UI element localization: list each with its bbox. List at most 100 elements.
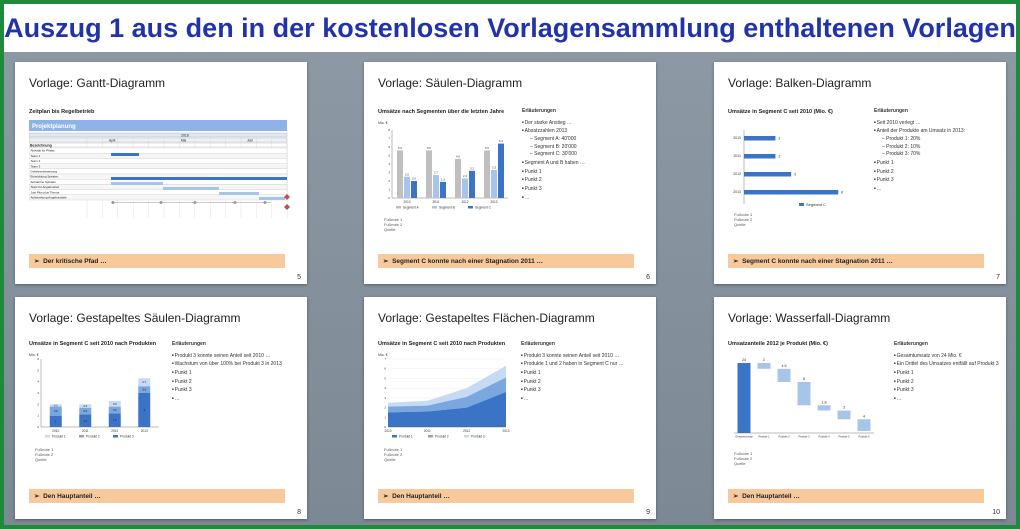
y-tick-label: 5 xyxy=(37,368,39,372)
legend-label: Produkt 1 xyxy=(399,435,413,439)
data-label: 1.2 xyxy=(113,418,117,422)
x-tick-label: Produkt 6 xyxy=(858,435,870,439)
y-tick-label: 7 xyxy=(384,357,386,361)
source-line: Quelle xyxy=(35,457,47,462)
data-label: 4 xyxy=(863,414,865,418)
x-tick-label: 2011 xyxy=(82,429,89,433)
chart-legend: Segment C xyxy=(794,202,826,207)
y-tick-label: 3 xyxy=(388,171,390,175)
bar xyxy=(797,381,811,406)
sources: Fußnote 1 Fußnote 2 Quelle xyxy=(384,217,402,232)
bar xyxy=(837,410,851,420)
explanations: Erläuterungen Produkt 3 konnte seinen An… xyxy=(521,341,624,404)
slide-title: Vorlage: Säulen-Diagramm xyxy=(378,76,523,90)
bar xyxy=(744,190,839,195)
horizontal-bar-chart: 2010 2 2011 2 2012 3 2013 6 xyxy=(733,130,843,204)
data-label: 2.5 xyxy=(405,172,409,176)
legend-swatch xyxy=(45,435,50,438)
slide-title: Vorlage: Balken-Diagramm xyxy=(728,76,872,90)
y-tick-label: 2 xyxy=(384,406,386,410)
axis-unit: Mio. € xyxy=(378,353,388,357)
slide-subtitle: Umsatzanteile 2012 je Produkt (Mio. €) xyxy=(728,341,828,347)
data-label: 2 xyxy=(778,155,780,159)
area-series xyxy=(388,377,506,413)
bar-segment xyxy=(138,393,151,427)
slide-stacked-column-chart[interactable]: Vorlage: Gestapeltes Säulen-Diagramm Ums… xyxy=(15,297,307,519)
bar xyxy=(426,150,432,198)
column-chart: Mio. € 0 1 2 3 4 5 6 7 8 5.6 2.52.0 2010 5.6 2.71.9 201… xyxy=(378,121,508,210)
legend-label: Segment B xyxy=(439,206,455,210)
data-label: 0.2 xyxy=(54,403,58,407)
bar-segment xyxy=(79,414,92,427)
explanation-item: Produkt 1: 20% xyxy=(874,136,965,144)
explanation-item: Produkt 3: 70% xyxy=(874,151,965,159)
data-label: 8 xyxy=(803,377,805,381)
slide-bar-chart[interactable]: Vorlage: Balken-Diagramm Umsätze in Segm… xyxy=(714,62,1006,284)
gantt-row-label: Aufnahme Spiralen xyxy=(31,180,57,184)
x-tick-label: 2010 xyxy=(52,429,59,433)
explanation-item: Ein Drittel des Umsatzes entfällt auf Pr… xyxy=(894,360,999,369)
x-tick-label: 2012 xyxy=(463,429,470,433)
explanation-item: Seit 2010 verlegt … xyxy=(874,119,965,128)
x-tick-label: Produkt 4 xyxy=(818,435,830,439)
area-series xyxy=(388,365,506,407)
explanation-item: Punkt 3 xyxy=(522,185,585,194)
legend-label: Produkt 1 xyxy=(52,435,66,439)
explanation-item: Der starke Anstieg … xyxy=(522,119,585,128)
source-line: Quelle xyxy=(384,227,396,232)
data-label: 0.3 xyxy=(83,404,87,408)
legend-swatch xyxy=(432,206,437,209)
explanation-item: Punkt 2 xyxy=(874,168,965,177)
slide-stacked-area-chart[interactable]: Vorlage: Gestapeltes Flächen-Diagramm Um… xyxy=(364,297,656,519)
y-tick-label: 7 xyxy=(388,137,390,141)
gantt-row-label: Tests für Angebotsteil xyxy=(31,185,60,189)
gantt-row xyxy=(29,168,288,175)
explanation-item: … xyxy=(874,185,965,194)
slide-number: 9 xyxy=(646,509,650,516)
explanations: Erläuterungen Der starke Anstieg …Absatz… xyxy=(522,108,585,202)
gantt-row-label: Aufbereitung Angebotsteile xyxy=(31,196,67,200)
gantt-row-label: Team 3 xyxy=(31,164,41,168)
source-line: Fußnote 2 xyxy=(384,452,403,457)
slide-footer: ➢ Segment C konnte nach einer Stagnation… xyxy=(728,254,984,268)
bar-segment xyxy=(49,415,62,427)
slide-subtitle: Zeitplan bis Regelbetrieb xyxy=(29,109,95,115)
y-tick-label: 3 xyxy=(384,396,386,400)
explanation-item: Punkt 3 xyxy=(894,386,999,395)
banner-title: Auszug 1 aus den in der kostenlosen Vorl… xyxy=(4,12,1016,43)
waterfall-chart: 24 Gesamtumsatz 2 Produkt 1 4.5 Produkt 2 8 Pro… xyxy=(734,358,874,439)
source-line: Fußnote 2 xyxy=(384,222,403,227)
bar xyxy=(484,150,490,198)
explanations: Erläuterungen Produkt 3 konnte seinen An… xyxy=(172,341,282,404)
y-tick-label: 4 xyxy=(388,162,390,166)
data-label: 0.6 xyxy=(113,408,117,412)
explanation-item: Punkt 2 xyxy=(172,378,282,387)
x-tick-label: 2013 xyxy=(502,429,509,433)
slide-column-chart[interactable]: Vorlage: Säulen-Diagramm Umsätze nach Se… xyxy=(364,62,656,284)
explanation-item: Segment A: 40'000 xyxy=(522,136,585,144)
slide-footer: ➢ Den Hauptanteil … xyxy=(728,489,984,503)
explanation-item: Segment B: 20'000 xyxy=(522,144,585,152)
explanations: Erläuterungen Seit 2010 verlegt …Anteil … xyxy=(874,108,965,194)
y-tick-label: 1 xyxy=(384,415,386,419)
y-tick-label: 8 xyxy=(388,128,390,132)
data-label: 4.5 xyxy=(782,364,787,368)
data-label: 24 xyxy=(742,358,746,362)
data-label: 0.6 xyxy=(83,409,87,413)
slide-subtitle: Umsätze in Segment C seit 2010 nach Prod… xyxy=(378,341,506,347)
gantt-row-label: Entwicklung Spiralen xyxy=(31,175,59,179)
explanation-item: Anteil der Produkte am Umsatz in 2013: xyxy=(874,127,965,136)
explanation-item: Punkt 1 xyxy=(522,168,585,177)
bar xyxy=(744,154,776,159)
x-tick-label: Produkt 3 xyxy=(798,435,810,439)
slide-gantt[interactable]: Vorlage: Gantt-Diagramm Zeitplan bis Reg… xyxy=(15,62,307,284)
y-tick-label: 4 xyxy=(37,380,39,384)
bar xyxy=(744,172,792,177)
data-label: 5.6 xyxy=(485,146,489,150)
slide-waterfall-chart[interactable]: Vorlage: Wasserfall-Diagramm Umsatzantei… xyxy=(714,297,1006,519)
x-tick-label: 2011 xyxy=(424,429,431,433)
data-label: 2.7 xyxy=(434,171,438,175)
sources: Fußnote 1 Fußnote 2 Quelle xyxy=(734,212,752,227)
y-tick-label: 6 xyxy=(37,357,39,361)
source-line: Fußnote 1 xyxy=(384,217,403,222)
